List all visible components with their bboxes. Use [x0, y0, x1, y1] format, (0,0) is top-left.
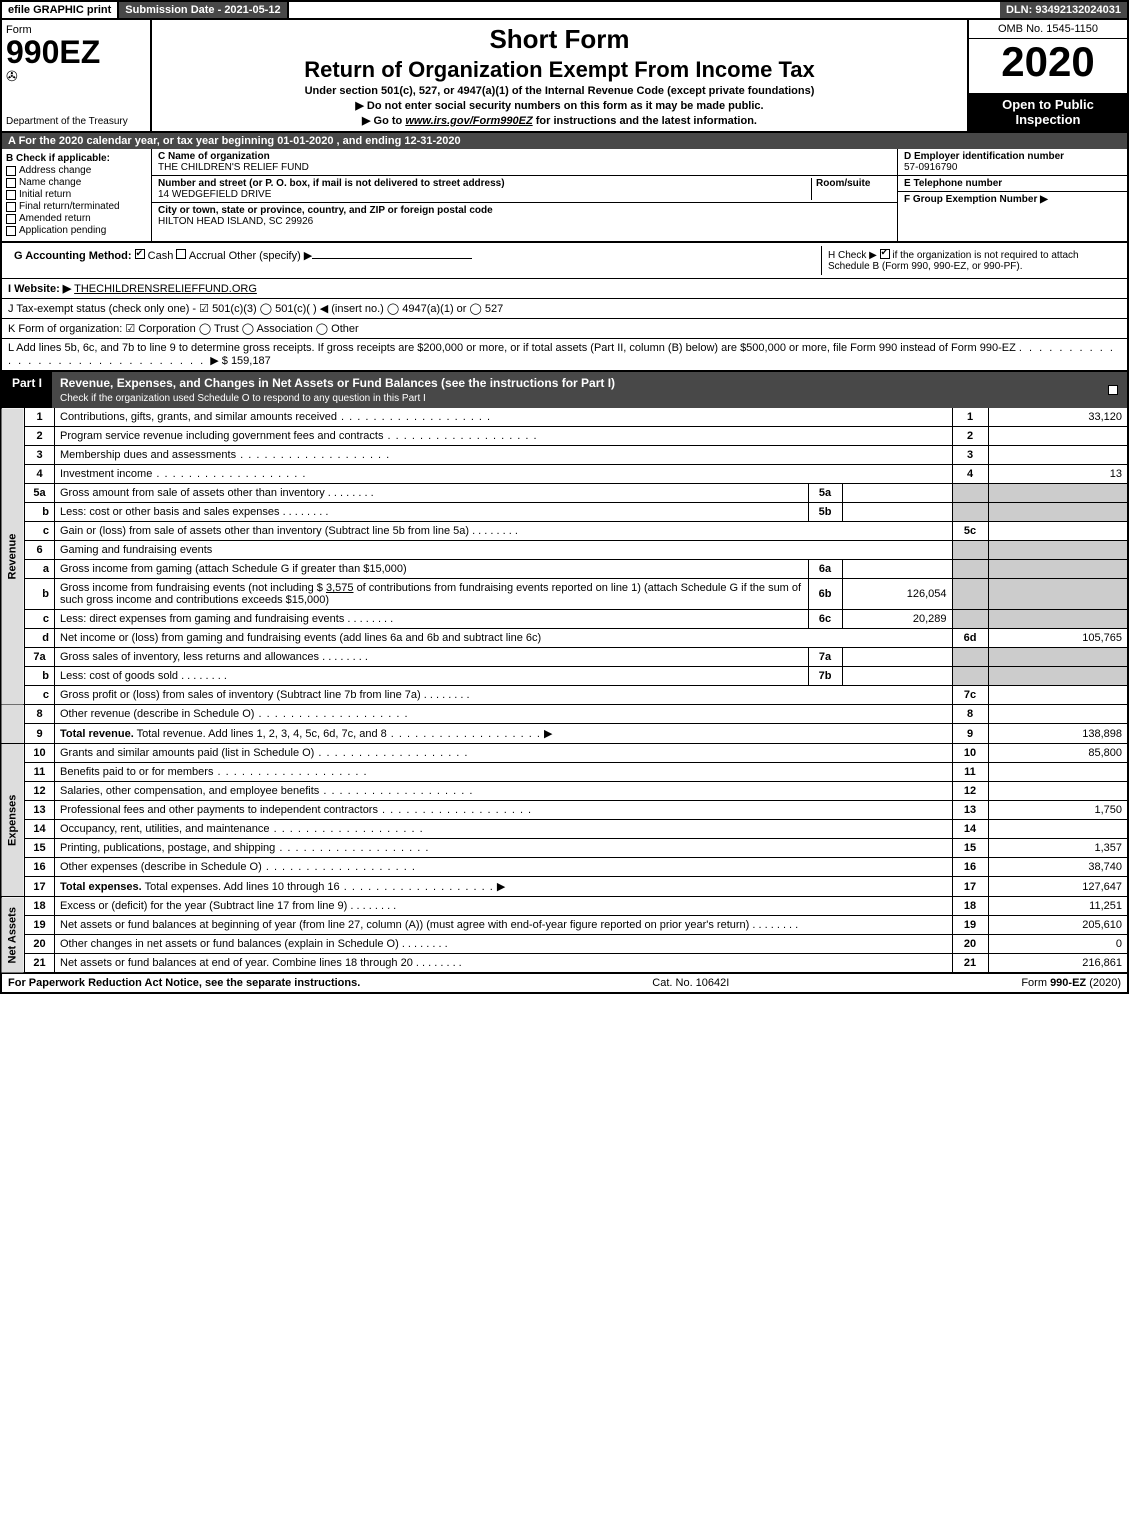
line-4-value: 13 — [988, 465, 1128, 484]
paperwork-notice: For Paperwork Reduction Act Notice, see … — [8, 977, 360, 989]
checkbox-schedule-o-used[interactable] — [1108, 385, 1118, 395]
cat-no: Cat. No. 10642I — [360, 977, 1021, 989]
row-a-tax-year: A For the 2020 calendar year, or tax yea… — [0, 133, 1129, 149]
short-form-title: Short Form — [156, 24, 963, 55]
part-1-header: Part I Revenue, Expenses, and Changes in… — [0, 372, 1129, 408]
box-b: B Check if applicable: Address change Na… — [2, 149, 152, 241]
line-7c-value — [988, 686, 1128, 705]
irs-link[interactable]: www.irs.gov/Form990EZ — [405, 115, 532, 127]
checkbox-cash[interactable] — [135, 249, 145, 259]
org-street: 14 WEDGEFIELD DRIVE — [158, 189, 811, 200]
line-18-value: 11,251 — [988, 897, 1128, 916]
gross-receipts-amount: ▶ $ 159,187 — [210, 355, 270, 367]
line-1-value: 33,120 — [988, 408, 1128, 427]
form-number: 990EZ — [6, 36, 146, 68]
page-footer: For Paperwork Reduction Act Notice, see … — [0, 974, 1129, 994]
line-11-value — [988, 763, 1128, 782]
ein-value: 57-0916790 — [904, 162, 1121, 173]
org-city: HILTON HEAD ISLAND, SC 29926 — [158, 216, 891, 227]
side-label-net-assets: Net Assets — [1, 897, 25, 974]
line-6a-value — [842, 560, 952, 579]
row-g: G Accounting Method: Cash Accrual Other … — [8, 246, 821, 275]
line-19-value: 205,610 — [988, 916, 1128, 935]
line-6d-value: 105,765 — [988, 629, 1128, 648]
do-not-enter: ▶ Do not enter social security numbers o… — [156, 99, 963, 112]
line-2-value — [988, 427, 1128, 446]
checkbox-schedule-b-not-required[interactable] — [880, 249, 890, 259]
row-l: L Add lines 5b, 6c, and 7b to line 9 to … — [2, 339, 1127, 370]
checkbox-application-pending[interactable] — [6, 226, 16, 236]
line-3-value — [988, 446, 1128, 465]
omb-number: OMB No. 1545-1150 — [969, 20, 1127, 39]
website-value[interactable]: THECHILDRENSRELIEFFUND.ORG — [74, 283, 257, 295]
line-6b-value: 126,054 — [842, 579, 952, 610]
return-title: Return of Organization Exempt From Incom… — [156, 57, 963, 83]
side-label-revenue: Revenue — [1, 408, 25, 705]
form-ref: Form 990-EZ (2020) — [1021, 977, 1121, 989]
line-13-value: 1,750 — [988, 801, 1128, 820]
under-section: Under section 501(c), 527, or 4947(a)(1)… — [156, 85, 963, 97]
top-bar: efile GRAPHIC print Submission Date - 20… — [0, 0, 1129, 20]
part-1-table: Revenue 1 Contributions, gifts, grants, … — [0, 408, 1129, 974]
line-7a-value — [842, 648, 952, 667]
side-label-expenses: Expenses — [1, 744, 25, 897]
row-j: J Tax-exempt status (check only one) - ☑… — [2, 299, 1127, 319]
row-h: H Check ▶ if the organization is not req… — [821, 246, 1121, 275]
line-6c-value: 20,289 — [842, 610, 952, 629]
line-7b-value — [842, 667, 952, 686]
line-17-value: 127,647 — [988, 877, 1128, 897]
line-10-value: 85,800 — [988, 744, 1128, 763]
efile-label[interactable]: efile GRAPHIC print — [2, 2, 119, 18]
department-label: Department of the Treasury — [6, 116, 146, 127]
box-c: C Name of organization THE CHILDREN'S RE… — [152, 149, 897, 241]
line-16-value: 38,740 — [988, 858, 1128, 877]
line-21-value: 216,861 — [988, 954, 1128, 974]
checkbox-final-return[interactable] — [6, 202, 16, 212]
open-public-badge: Open to Public Inspection — [969, 93, 1127, 131]
line-9-value: 138,898 — [988, 724, 1128, 744]
box-d-e-f: D Employer identification number 57-0916… — [897, 149, 1127, 241]
line-20-value: 0 — [988, 935, 1128, 954]
line-6b-contrib-amount: 3,575 — [326, 582, 354, 594]
row-k: K Form of organization: ☑ Corporation ◯ … — [2, 319, 1127, 339]
section-b-c-d: B Check if applicable: Address change Na… — [0, 149, 1129, 243]
rows-g-to-l: G Accounting Method: Cash Accrual Other … — [0, 243, 1129, 372]
line-15-value: 1,357 — [988, 839, 1128, 858]
checkbox-accrual[interactable] — [176, 249, 186, 259]
line-14-value — [988, 820, 1128, 839]
checkbox-amended-return[interactable] — [6, 214, 16, 224]
submission-date: Submission Date - 2021-05-12 — [119, 2, 288, 18]
form-header: Form 990EZ ✇ Department of the Treasury … — [0, 20, 1129, 133]
line-5a-value — [842, 484, 952, 503]
checkbox-address-change[interactable] — [6, 166, 16, 176]
tax-year: 2020 — [969, 39, 1127, 85]
row-i: I Website: ▶ THECHILDRENSRELIEFFUND.ORG — [2, 279, 1127, 299]
checkbox-initial-return[interactable] — [6, 190, 16, 200]
checkbox-name-change[interactable] — [6, 178, 16, 188]
dln-label: DLN: 93492132024031 — [1000, 2, 1127, 18]
org-name: THE CHILDREN'S RELIEF FUND — [158, 162, 891, 173]
line-8-value — [988, 705, 1128, 724]
goto-line: ▶ Go to www.irs.gov/Form990EZ for instru… — [156, 114, 963, 127]
line-12-value — [988, 782, 1128, 801]
line-5c-value — [988, 522, 1128, 541]
line-5b-value — [842, 503, 952, 522]
